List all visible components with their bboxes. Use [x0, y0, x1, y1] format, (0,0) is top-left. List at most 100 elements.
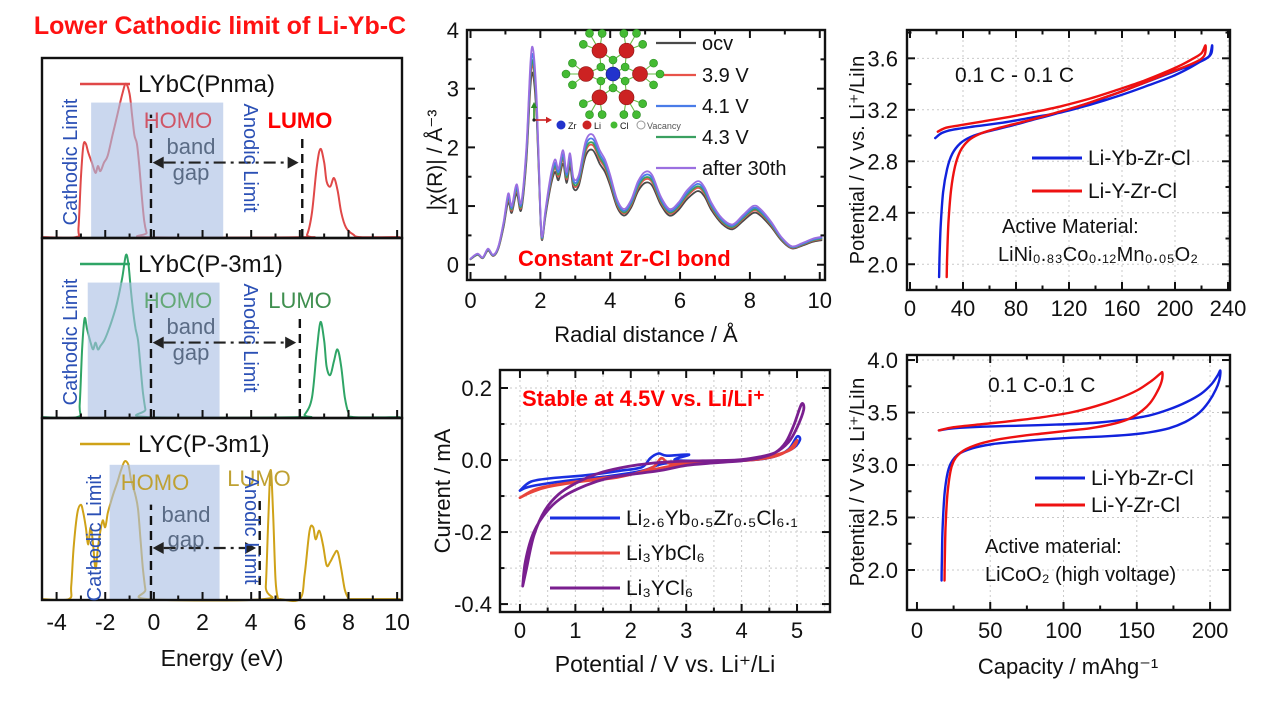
- annotation: Active material:: [985, 536, 1122, 558]
- x-tick-label: 4: [735, 618, 747, 643]
- y-tick-label: 3.2: [867, 98, 898, 123]
- figure-title: Lower Cathodic limit of Li-Yb-C: [33, 12, 407, 40]
- cl-atom-swatch: [610, 121, 618, 129]
- y-tick-label: 3.5: [867, 401, 898, 426]
- plot-frame: [40, 416, 404, 602]
- rate-label: 0.1 C-0.1 C: [988, 374, 1095, 397]
- dos-lybc-pnma: LYbC(Pnma) HOMO LUMO Cathodic Limit Anodic L…: [40, 56, 404, 240]
- stability-window: [87, 282, 220, 418]
- x-tick-label: 4: [245, 609, 258, 635]
- cl-atom: [619, 29, 629, 38]
- li-atom: [618, 42, 635, 59]
- cl-atom: [596, 76, 606, 86]
- vacancy-atom-swatch: [636, 120, 646, 130]
- atom-legend-label: Zr: [568, 121, 577, 131]
- homo-label: HOMO: [144, 288, 212, 313]
- cl-atom: [632, 28, 641, 38]
- 4.3 V-line: [469, 59, 823, 260]
- cl-atom: [597, 110, 607, 119]
- cyclic-voltammetry: 0 1 2 3 4 5 0.2 0.0 -0.2 -0.4 Stable at 4.5V vs. L…: [430, 368, 832, 677]
- y-axis-title: |χ(R)| / Å⁻³: [424, 110, 447, 211]
- stability-window: [109, 464, 220, 600]
- annotation: Active Material:: [1002, 216, 1139, 238]
- cl-atom: [585, 28, 594, 38]
- x-tick-label: 160: [1104, 296, 1141, 321]
- homo-label: HOMO: [121, 470, 189, 495]
- x-tick-label: 6: [674, 288, 686, 313]
- y-axis-title: Potential / V vs. Li⁺/LiIn: [847, 378, 869, 586]
- annotation: Constant Zr-Cl bond: [518, 246, 731, 271]
- dos-chart: LYbC(Pnma) HOMO LUMO Cathodic Limit Anodic L…: [40, 56, 410, 671]
- x-tick-label: 8: [744, 288, 756, 313]
- li-atom: [591, 89, 608, 106]
- Li-Y-Zr-Cl-line: [937, 370, 1164, 582]
- y-tick-label: -0.4: [454, 592, 492, 617]
- y-tick-label: 3.0: [867, 453, 898, 478]
- annotation: LiCoO₂ (high voltage): [985, 564, 1176, 586]
- li-atom: [591, 42, 608, 59]
- annotation: Stable at 4.5V vs. Li/Li⁺: [522, 386, 765, 411]
- cl-atom: [655, 69, 665, 79]
- x-tick-label: 150: [1118, 618, 1155, 643]
- y-tick-label: -0.2: [454, 520, 492, 545]
- cv-chart: 0 1 2 3 4 5 0.2 0.0 -0.2 -0.4 Stable at 4.5V vs. L…: [430, 368, 832, 677]
- exafs-chart: 0 2 4 6 8 10 0 1 2 3 4 ocv 3.9 V 4.1 V 4.3 V after 30th…: [424, 18, 832, 347]
- x-tick-label: 2: [196, 609, 209, 635]
- legend-label: Li₃YCl₆: [626, 577, 693, 600]
- x-tick-label: 4: [604, 288, 616, 313]
- legend-label: Li-Yb-Zr-Cl: [1088, 147, 1191, 170]
- y-tick-label: 2.0: [867, 558, 898, 583]
- x-tick-label: 0: [464, 288, 476, 313]
- plot-frame: [498, 368, 832, 614]
- x-tick-label: 10: [384, 609, 410, 635]
- legend-label: LYC(P-3m1): [138, 431, 270, 458]
- y-tick-label: 4.0: [867, 348, 898, 373]
- after 30th-line: [469, 45, 823, 260]
- y-tick-label: 1: [447, 194, 459, 219]
- rate-label: 0.1 C - 0.1 C: [955, 64, 1074, 87]
- ocv-line: [469, 71, 823, 261]
- cathodic-limit-label: Cathodic Limit: [84, 474, 106, 601]
- cathodic-limit-label: Cathodic Limit: [60, 278, 82, 405]
- x-tick-label: 8: [342, 609, 355, 635]
- stability-window: [91, 102, 224, 238]
- y-tick-label: 2: [447, 135, 459, 160]
- dos-lybc-p3m1: LYbC(P-3m1) HOMO LUMO Cathodic Limit Anodic …: [40, 236, 404, 420]
- li-atom: [632, 66, 648, 82]
- lumo-label: LUMO: [227, 466, 291, 491]
- atom-legend-label: Vacancy: [647, 121, 681, 131]
- y-tick-label: 3.6: [867, 46, 898, 71]
- atom-legend-label: Li: [594, 121, 601, 131]
- cl-atom: [632, 110, 641, 120]
- anodic-limit-label: Anodic Limit: [239, 104, 261, 213]
- x-tick-label: -2: [95, 609, 115, 635]
- x-axis-title: Radial distance / Å: [554, 322, 738, 347]
- legend-label: 3.9 V: [702, 65, 749, 87]
- cathodic-limit-label: Cathodic Limit: [60, 98, 82, 225]
- cl-atom: [608, 83, 618, 93]
- x-tick-label: 6: [293, 609, 306, 635]
- cl-atom: [620, 62, 630, 72]
- cl-atom: [620, 76, 630, 86]
- x-tick-label: 0: [514, 618, 526, 643]
- cl-atom: [608, 55, 618, 65]
- y-tick-label: 0: [447, 253, 459, 278]
- y-tick-label: 2.5: [867, 506, 898, 531]
- x-tick-label: 0: [147, 609, 160, 635]
- legend-label: LYbC(Pnma): [138, 71, 275, 98]
- x-tick-label: 2: [534, 288, 546, 313]
- legend-label: ocv: [702, 33, 733, 55]
- legend-label: 4.3 V: [702, 127, 749, 149]
- cl-atom: [649, 80, 658, 90]
- cl-atom: [649, 58, 658, 68]
- x-tick-label: 200: [1157, 296, 1194, 321]
- zr-atom-swatch: [556, 120, 566, 130]
- cl-atom: [568, 58, 577, 68]
- axis-triad-icon: [530, 102, 552, 124]
- x-tick-label: 2: [625, 618, 637, 643]
- x-tick-label: 3: [680, 618, 692, 643]
- zr-atom: [605, 66, 621, 82]
- y-tick-label: 3: [447, 77, 459, 102]
- x-tick-label: 240: [1210, 296, 1247, 321]
